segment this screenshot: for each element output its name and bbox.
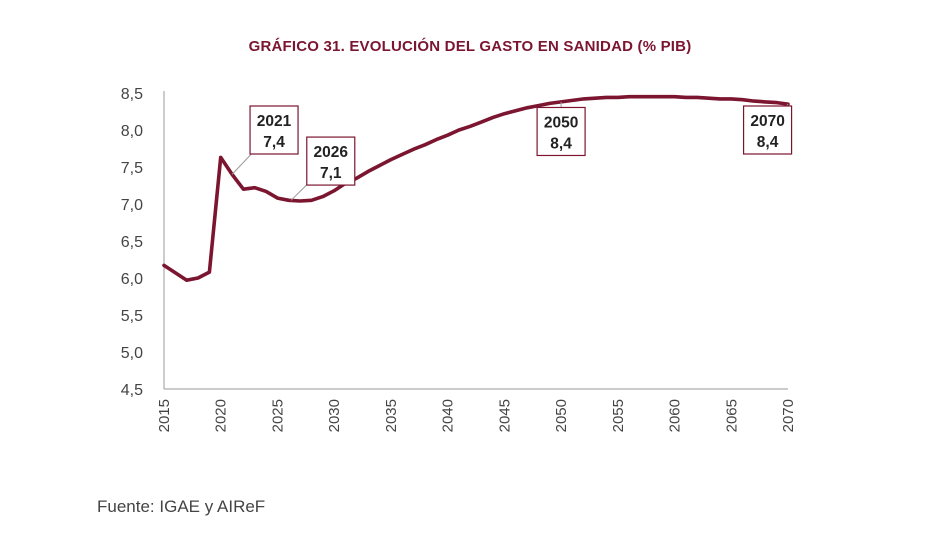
x-tick-label: 2045 (496, 399, 513, 432)
x-tick-label: 2030 (326, 399, 343, 432)
y-tick-label: 6,0 (121, 271, 143, 288)
annotations-group: 2021 7,4 2026 7,1 2050 8,4 2070 8,4 (231, 101, 793, 201)
annotation-callout: 2021 7,4 (231, 105, 299, 175)
x-tick-label: 2025 (269, 399, 286, 432)
annotation-value: 8,4 (757, 134, 779, 151)
x-tick-label: 2050 (553, 399, 570, 432)
annotation-callout: 2070 8,4 (742, 103, 793, 155)
annotation-value: 7,4 (263, 134, 285, 151)
x-tick-label: 2060 (667, 399, 684, 432)
annotation-year: 2070 (750, 113, 784, 130)
x-tick-labels: 2015 2020 2025 2030 2035 2040 2045 2050 2055 2060… (156, 399, 797, 432)
y-tick-label: 6,5 (121, 234, 143, 251)
annotation-leader (231, 153, 252, 175)
x-tick-label: 2040 (440, 399, 457, 432)
y-tick-label: 7,5 (121, 160, 143, 177)
series-group (162, 94, 790, 282)
annotation-box (249, 105, 299, 155)
annotation-callout: 2026 7,1 (290, 136, 356, 201)
x-tick-label: 2020 (213, 399, 230, 432)
x-tick-label: 2055 (610, 399, 627, 432)
source-note: Fuente: IGAE y AIReF (97, 497, 266, 516)
y-tick-label: 4,5 (121, 382, 143, 399)
series-line (162, 94, 790, 282)
annotation-year: 2050 (544, 114, 578, 131)
y-tick-labels: 4,5 5,0 5,5 6,0 6,5 7,0 7,5 8,0 8,5 (121, 86, 143, 399)
y-tick-label: 5,5 (121, 308, 143, 325)
x-tick-label: 2065 (723, 399, 740, 432)
y-tick-label: 7,0 (121, 197, 143, 214)
y-tick-label: 8,5 (121, 86, 143, 103)
y-tick-label: 5,0 (121, 345, 143, 362)
annotation-box (742, 105, 793, 155)
x-tick-label: 2070 (780, 399, 797, 432)
axes (163, 91, 788, 390)
x-tick-label: 2015 (156, 399, 173, 432)
annotation-year: 2021 (257, 113, 292, 130)
annotation-value: 7,1 (320, 165, 342, 182)
annotation-box (536, 106, 586, 157)
annotation-year: 2026 (314, 144, 349, 161)
chart-title: GRÁFICO 31. EVOLUCIÓN DEL GASTO EN SANID… (248, 38, 692, 55)
annotation-leader (290, 184, 308, 201)
x-tick-label: 2035 (383, 399, 400, 432)
annotation-value: 8,4 (550, 135, 572, 152)
annotation-callout: 2050 8,4 (536, 101, 586, 157)
y-tick-label: 8,0 (121, 123, 143, 140)
annotation-box (306, 136, 356, 186)
